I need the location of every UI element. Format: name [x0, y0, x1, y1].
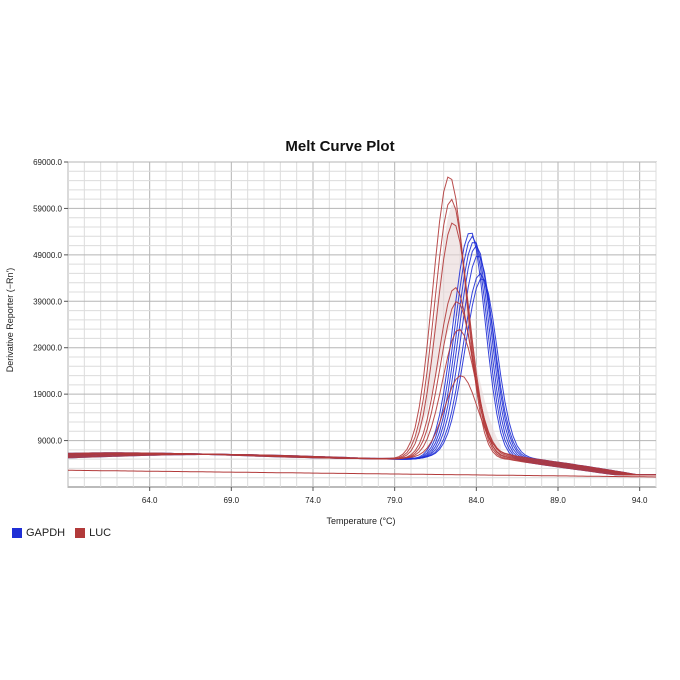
y-tick-label: 39000.0	[33, 297, 62, 306]
legend-swatch-luc	[75, 528, 86, 538]
x-tick-label: 69.0	[224, 496, 240, 505]
legend-swatch-gapdh	[12, 528, 22, 538]
x-axis-label: Temperature (°C)	[326, 516, 395, 526]
x-tick-label: 64.0	[142, 496, 158, 505]
luc-curve-flat	[68, 469, 657, 478]
x-tick-label: 89.0	[550, 496, 566, 505]
x-tick-label: 74.0	[305, 496, 321, 505]
y-tick-label: 59000.0	[33, 204, 62, 213]
series-lines	[67, 176, 657, 478]
y-tick-label: 29000.0	[33, 344, 62, 353]
legend-label-luc: LUC	[89, 527, 112, 539]
luc-curve	[67, 375, 656, 476]
y-tick-label: 49000.0	[33, 251, 62, 260]
y-tick-label: 69000.0	[33, 158, 62, 167]
legend-item-gapdh: GAPDH	[12, 527, 65, 539]
x-tick-label: 79.0	[387, 496, 403, 505]
legend-label-gapdh: GAPDH	[26, 527, 66, 539]
luc-replicate-band	[411, 204, 501, 457]
chart-title: Melt Curve Plot	[285, 138, 394, 155]
x-tick-label: 84.0	[469, 496, 485, 505]
y-axis-label: Derivative Reporter (−Rn')	[5, 268, 15, 373]
grid	[67, 161, 657, 487]
legend: GAPDH LUC	[12, 527, 121, 539]
y-tick-label: 19000.0	[33, 390, 62, 399]
x-tick-label: 94.0	[632, 496, 648, 505]
axis-ticks: 64.0 69.0 74.0 79.0 84.0 89.0 94.0 9000.0 19000.…	[33, 158, 648, 505]
legend-item-luc: LUC	[75, 527, 111, 539]
y-tick-label: 9000.0	[38, 437, 63, 446]
replicate-band	[411, 204, 501, 457]
